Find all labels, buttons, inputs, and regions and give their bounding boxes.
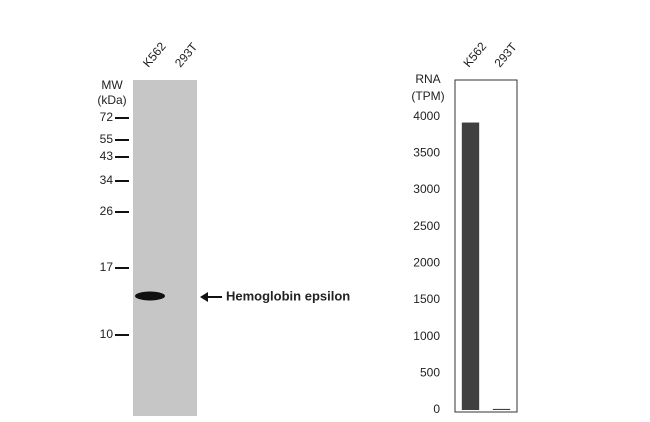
blot-membrane [133,80,197,416]
bar [492,408,511,410]
marker-label: 55 [100,132,114,146]
marker-label: 72 [100,110,114,124]
y-title: RNA [415,72,440,86]
bar [461,122,480,411]
marker-label: 43 [100,149,114,163]
band-label: Hemoglobin epsilon [226,288,350,303]
y-tick-label: 1000 [413,329,440,343]
lane-label: K562 [140,39,169,70]
y-tick-label: 2500 [413,219,440,233]
lane-label: 293T [172,40,201,70]
y-tick-label: 3000 [413,182,440,196]
marker-label: 17 [100,260,114,274]
y-title: (TPM) [411,89,444,103]
y-tick-label: 1500 [413,292,440,306]
y-tick-label: 3500 [413,146,440,160]
y-tick-label: 4000 [413,109,440,123]
blot-band [135,291,165,301]
marker-label: 34 [100,173,114,187]
marker-label: 10 [100,327,114,341]
mw-title: (kDa) [97,93,126,107]
x-tick-label: K562 [461,39,490,70]
y-tick-label: 2000 [413,256,440,270]
y-tick-label: 0 [433,402,440,416]
band-arrowhead [200,292,208,302]
plot-frame [454,79,518,413]
y-tick-label: 500 [420,366,440,380]
mw-title: MW [101,78,123,92]
marker-label: 26 [100,204,114,218]
x-tick-label: 293T [492,40,521,70]
